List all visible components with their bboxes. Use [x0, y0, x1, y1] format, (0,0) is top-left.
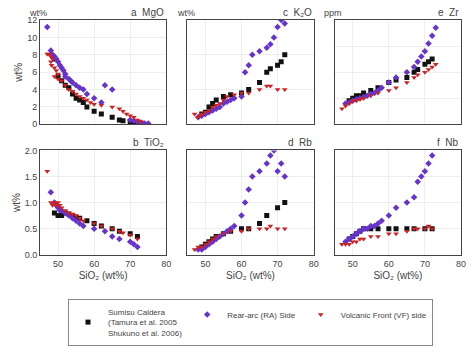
svg-text:f Nb: f Nb [437, 137, 459, 148]
svg-text:4: 4 [32, 85, 37, 95]
svg-text:0.5: 0.5 [25, 224, 38, 234]
svg-text:wt%: wt% [29, 8, 47, 18]
svg-text:1.0: 1.0 [25, 198, 38, 208]
svg-text:2.0: 2.0 [25, 146, 38, 156]
svg-text:SiO₂ (wt%): SiO₂ (wt%) [226, 270, 275, 281]
svg-text:Rear-arc (RA) Side: Rear-arc (RA) Side [227, 311, 296, 320]
svg-text:a MgO: a MgO [131, 7, 164, 18]
svg-text:Sumisu Caldera(Tamura et al. 2: Sumisu Caldera(Tamura et al. 2005Shukuno… [108, 308, 182, 338]
svg-text:60: 60 [236, 259, 246, 269]
svg-text:80: 80 [456, 259, 466, 269]
svg-text:80: 80 [309, 259, 319, 269]
svg-text:6: 6 [32, 67, 37, 77]
svg-text:50: 50 [53, 259, 63, 269]
svg-text:70: 70 [125, 259, 135, 269]
svg-text:0: 0 [32, 119, 37, 129]
svg-text:d Rb: d Rb [288, 137, 312, 148]
svg-text:c K₂O: c K₂O [283, 7, 312, 18]
svg-text:70: 70 [420, 259, 430, 269]
svg-text:60: 60 [384, 259, 394, 269]
svg-text:SiO₂ (wt%): SiO₂ (wt%) [79, 270, 128, 281]
svg-text:10: 10 [27, 33, 37, 43]
svg-text:2: 2 [32, 102, 37, 112]
svg-text:8: 8 [32, 50, 37, 60]
svg-text:wt%: wt% [11, 193, 22, 213]
svg-text:50: 50 [348, 259, 358, 269]
svg-text:70: 70 [273, 259, 283, 269]
svg-text:b TiO₂: b TiO₂ [133, 137, 164, 148]
svg-text:wt%: wt% [13, 63, 24, 83]
svg-text:Volcanic Front (VF) side: Volcanic Front (VF) side [341, 311, 427, 320]
svg-text:80: 80 [161, 259, 171, 269]
svg-text:60: 60 [89, 259, 99, 269]
svg-text:50: 50 [200, 259, 210, 269]
svg-text:e Zr: e Zr [438, 7, 459, 18]
svg-text:wt%: wt% [177, 8, 195, 18]
svg-text:1.5: 1.5 [25, 172, 38, 182]
svg-text:ppm: ppm [324, 8, 342, 18]
svg-text:SiO₂ (wt%): SiO₂ (wt%) [373, 270, 422, 281]
svg-text:12: 12 [27, 15, 37, 25]
svg-text:0.0: 0.0 [25, 250, 38, 260]
